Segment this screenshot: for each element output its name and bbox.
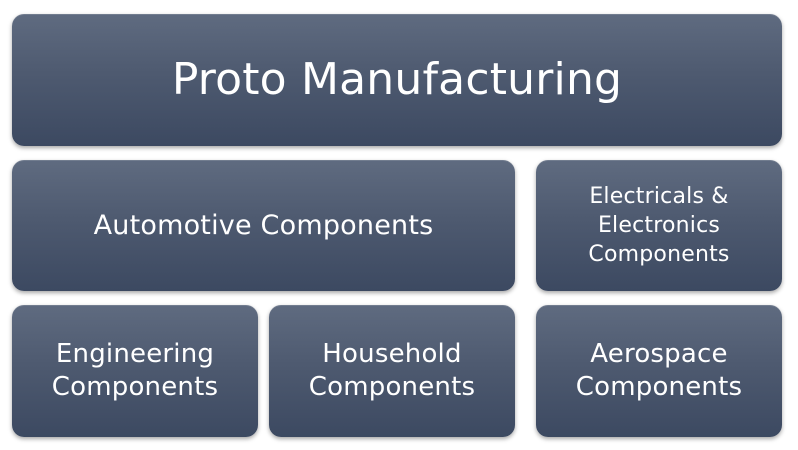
automotive-components-label: Automotive Components — [93, 209, 434, 241]
electricals-electronics-components-tile: Electricals & Electronics Components — [536, 160, 782, 291]
automotive-components-tile: Automotive Components — [12, 160, 515, 291]
aerospace-components-tile: Aerospace Components — [536, 305, 782, 437]
engineering-components-tile: Engineering Components — [12, 305, 258, 437]
title-tile: Proto Manufacturing — [12, 14, 782, 146]
household-components-tile: Household Components — [269, 305, 515, 437]
electricals-electronics-components-label: Electricals & Electronics Components — [588, 184, 730, 267]
title-text: Proto Manufacturing — [171, 54, 623, 105]
aerospace-components-label: Aerospace Components — [575, 339, 743, 402]
household-components-label: Household Components — [308, 339, 476, 402]
engineering-components-label: Engineering Components — [51, 339, 219, 402]
